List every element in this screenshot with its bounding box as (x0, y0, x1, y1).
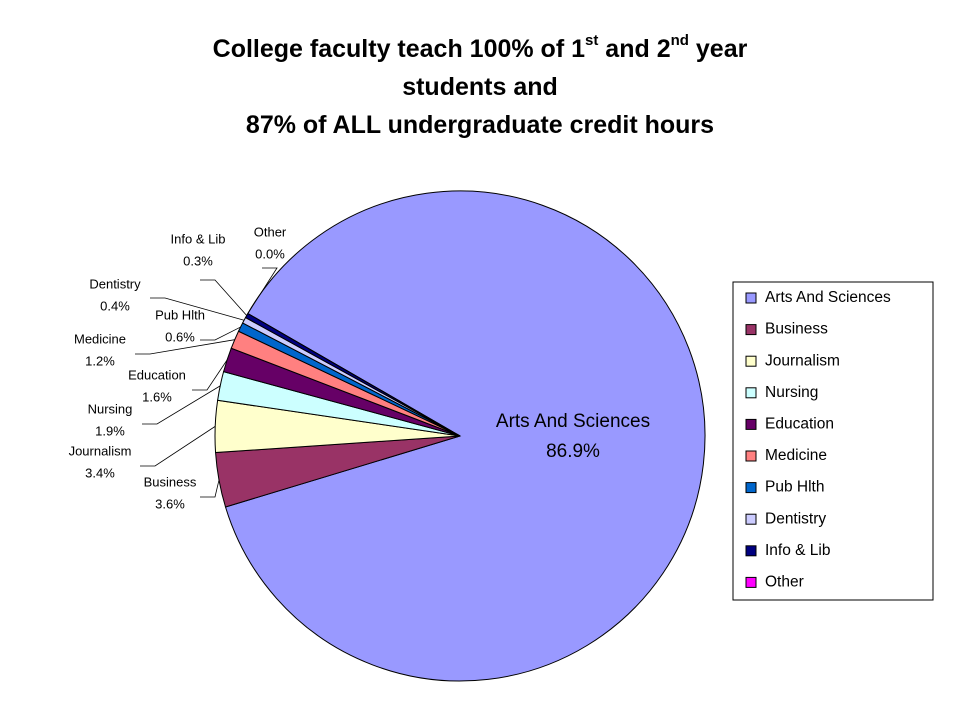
chart-title: 87% of ALL undergraduate credit hours (246, 111, 714, 139)
data-label-value: 0.3% (183, 253, 213, 268)
data-label-name: Nursing (88, 401, 133, 416)
data-label-value: 0.0% (255, 246, 285, 261)
data-label-name: Other (254, 224, 287, 239)
chart-title: students and (402, 73, 558, 101)
legend-swatch (745, 545, 757, 557)
leader-line (142, 385, 221, 425)
leader-line (247, 267, 278, 314)
data-label-name: Pub Hlth (155, 307, 205, 322)
data-label-name: Journalism (69, 443, 132, 458)
legend-label: Dentistry (765, 510, 826, 527)
data-label-value: 1.6% (142, 389, 172, 404)
legend-label: Pub Hlth (765, 479, 824, 496)
legend-swatch (745, 513, 757, 525)
data-label-value: 3.6% (155, 496, 185, 511)
legend-swatch (745, 418, 757, 430)
leader-line (192, 359, 228, 391)
data-label-name: Arts And Sciences (496, 411, 650, 432)
data-label-name: Info & Lib (171, 231, 226, 246)
legend-box (732, 281, 934, 601)
title-text: 87% of ALL undergraduate credit hours (246, 111, 714, 139)
legend-swatch (745, 387, 757, 399)
legend-swatch (745, 576, 757, 588)
leader-line (150, 297, 245, 321)
legend-label: Education (765, 415, 834, 432)
data-label-name: Medicine (74, 331, 126, 346)
legend-swatch (745, 324, 757, 336)
data-label-value: 1.2% (85, 353, 115, 368)
data-label-value: 3.4% (85, 465, 115, 480)
legend-label: Arts And Sciences (765, 289, 891, 306)
data-label-name: Dentistry (89, 276, 141, 291)
title-text: and 2 (598, 35, 670, 63)
legend-label: Medicine (765, 447, 827, 464)
legend-label: Journalism (765, 352, 840, 369)
leader-line (200, 326, 241, 341)
leader-line (200, 279, 247, 316)
legend-label: Business (765, 321, 828, 338)
leader-line (135, 339, 235, 355)
legend-label: Nursing (765, 384, 818, 401)
title-text: College faculty teach 100% of 1 (213, 35, 585, 63)
data-label-value: 0.4% (100, 298, 130, 313)
legend-label: Other (765, 573, 804, 590)
pie-slice (224, 190, 706, 682)
title-superscript: nd (671, 32, 689, 49)
legend-swatch (745, 482, 757, 494)
legend-swatch (745, 450, 757, 462)
legend-label: Info & Lib (765, 542, 831, 559)
title-text: year (689, 35, 748, 63)
data-label-value: 86.9% (546, 441, 600, 462)
title-superscript: st (585, 32, 598, 49)
title-text: students and (402, 73, 558, 101)
data-label-name: Education (128, 367, 186, 382)
leader-line (200, 479, 220, 498)
data-label-value: 1.9% (95, 423, 125, 438)
legend-swatch (745, 355, 757, 367)
data-label-name: Business (144, 474, 197, 489)
legend-swatch (745, 292, 757, 304)
leader-line (140, 426, 216, 467)
chart-title: College faculty teach 100% of 1st and 2n… (213, 32, 748, 63)
data-label-value: 0.6% (165, 329, 195, 344)
